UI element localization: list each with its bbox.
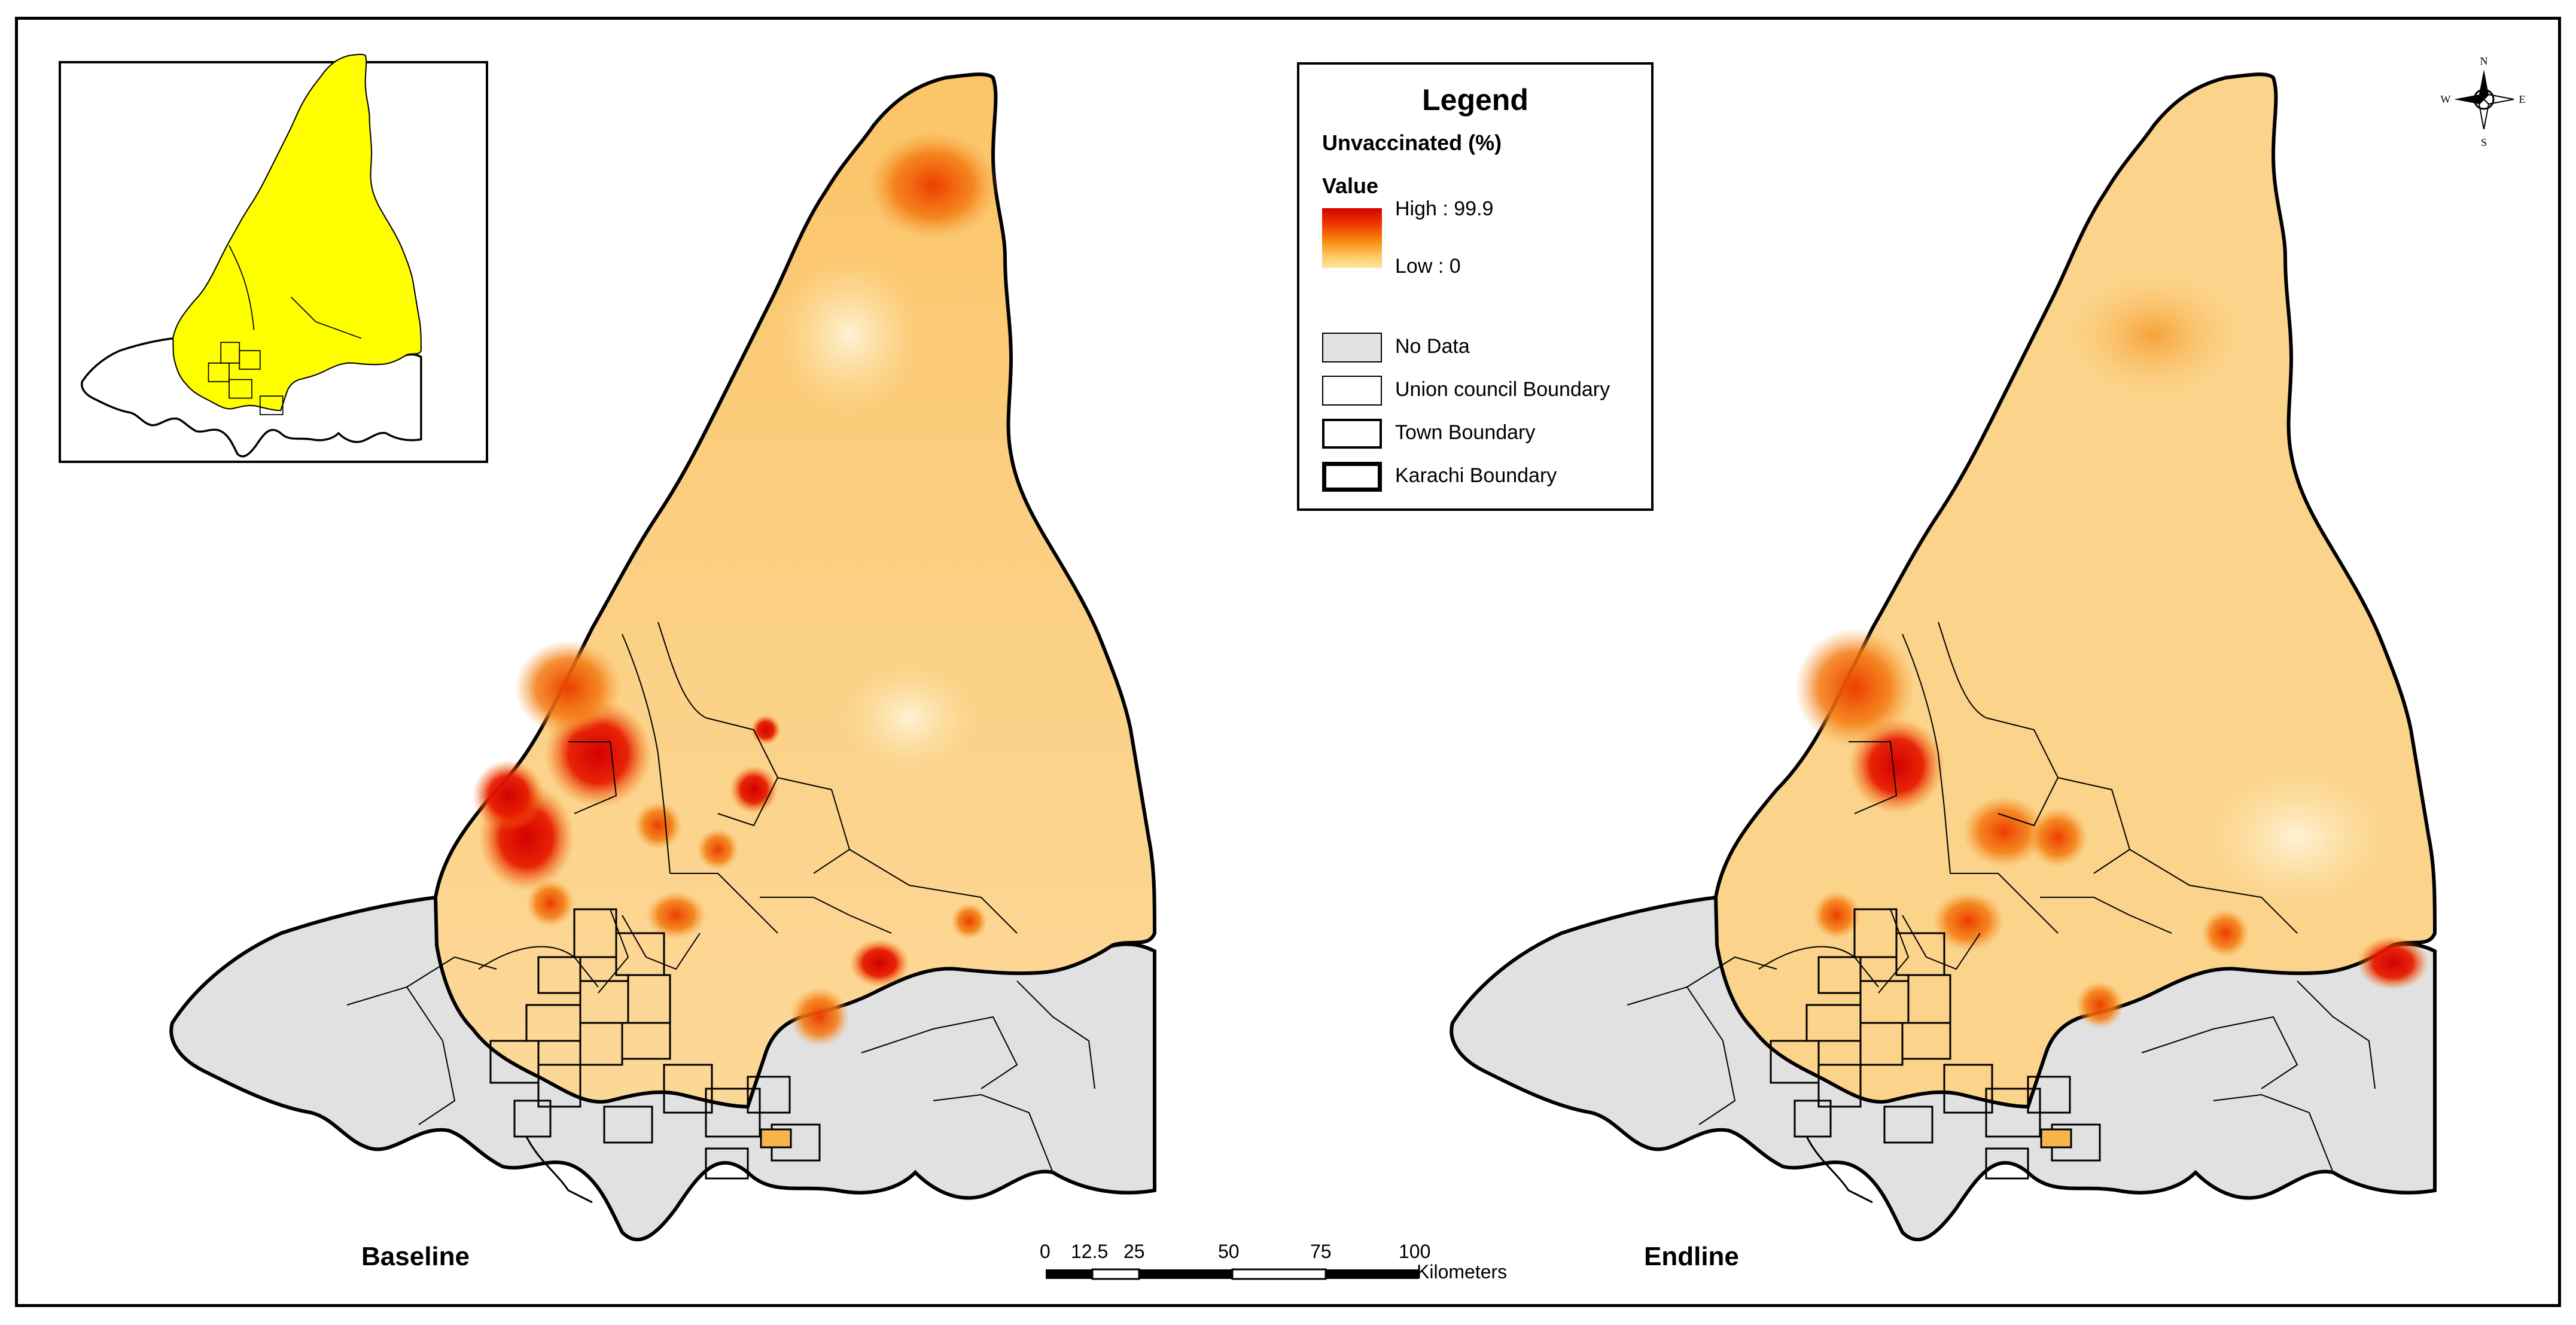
baseline-orange-patch — [760, 1128, 792, 1149]
baseline-hotspots — [473, 132, 999, 1047]
legend-subtitle: Unvaccinated (%) — [1322, 130, 1502, 155]
baseline-boundaries — [346, 622, 1095, 1173]
legend-swatch-union-council — [1322, 376, 1382, 406]
inset-map — [59, 53, 488, 463]
scale-tick-50: 50 — [1218, 1241, 1240, 1262]
legend-label-union-council: Union council Boundary — [1395, 378, 1610, 401]
legend-label-no-data: No Data — [1395, 335, 1470, 358]
endline-orange-patch — [2040, 1128, 2072, 1149]
scale-bar — [1046, 1268, 1419, 1280]
baseline-map — [169, 72, 1157, 1242]
scale-tick-100: 100 — [1399, 1241, 1431, 1262]
compass-w: W — [2441, 93, 2451, 105]
scale-tick-75: 75 — [1310, 1241, 1332, 1262]
legend-color-ramp — [1322, 208, 1382, 268]
endline-boundaries — [1627, 622, 2376, 1173]
compass-e: E — [2519, 93, 2526, 105]
north-arrow-icon: N S E W — [2441, 55, 2526, 148]
legend-low-label: Low : 0 — [1395, 255, 1461, 278]
scale-tick-12-5: 12.5 — [1071, 1241, 1109, 1262]
legend-box: Legend Unvaccinated (%) Value High : 99.… — [1297, 62, 1654, 511]
baseline-heat-region — [433, 72, 1157, 1109]
legend-label-town: Town Boundary — [1395, 421, 1536, 444]
baseline-label: Baseline — [361, 1242, 470, 1271]
legend-title: Legend — [1422, 83, 1528, 117]
compass-s: S — [2481, 136, 2487, 148]
legend-swatch-no-data — [1322, 333, 1382, 363]
legend-high-label: High : 99.9 — [1395, 197, 1494, 220]
scale-tick-0: 0 — [1040, 1241, 1051, 1262]
scale-tick-25: 25 — [1123, 1241, 1145, 1262]
scale-unit: Kilometers — [1417, 1261, 1508, 1283]
endline-map — [1450, 72, 2437, 1242]
baseline-urban-boundaries — [489, 908, 821, 1204]
legend-label-karachi: Karachi Boundary — [1395, 464, 1557, 487]
endline-urban-boundaries — [1770, 908, 2101, 1204]
legend-value-heading: Value — [1322, 173, 1379, 198]
legend-swatch-karachi — [1322, 462, 1382, 492]
legend-swatch-town — [1322, 419, 1382, 449]
endline-label: Endline — [1644, 1242, 1739, 1271]
endline-heat-region — [1713, 72, 2437, 1109]
endline-hotspots — [1795, 275, 2429, 1029]
compass-n: N — [2480, 55, 2488, 67]
